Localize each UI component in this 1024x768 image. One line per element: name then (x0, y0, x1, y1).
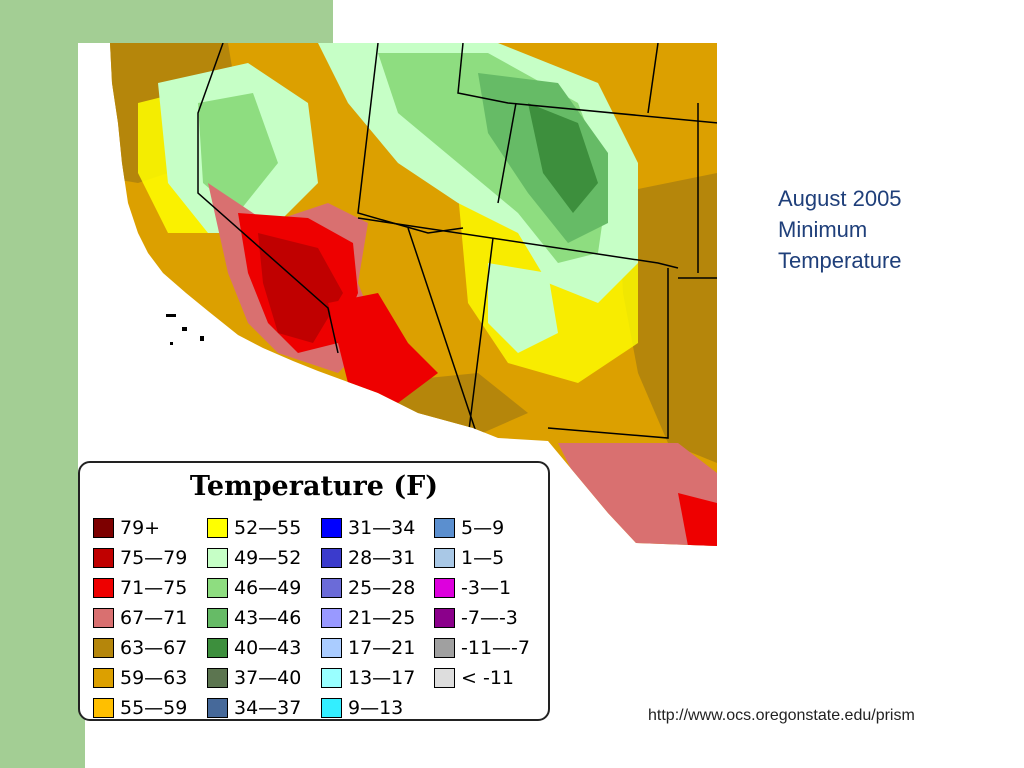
legend-label: 75—79 (120, 547, 188, 569)
legend-label: 13—17 (348, 667, 416, 689)
legend-item: 34—37 (207, 693, 301, 723)
legend-label: < -11 (461, 667, 514, 689)
map-image (110, 43, 717, 546)
legend-item: 40—43 (207, 633, 301, 663)
caption-line-1: August 2005 (778, 186, 902, 211)
legend-label: 5—9 (461, 517, 505, 539)
legend-label: 37—40 (234, 667, 302, 689)
caption-line-2: Minimum (778, 217, 868, 242)
legend-item: 55—59 (93, 693, 187, 723)
legend-swatch (207, 608, 228, 628)
legend-label: 31—34 (348, 517, 416, 539)
legend-swatch (93, 518, 114, 538)
legend-label: 63—67 (120, 637, 188, 659)
legend-item: 21—25 (321, 603, 415, 633)
legend-swatch (93, 698, 114, 718)
legend-item: < -11 (434, 663, 530, 693)
legend-swatch (434, 548, 455, 568)
legend-swatch (321, 548, 342, 568)
legend-label: -7—-3 (461, 607, 518, 629)
legend-label: 55—59 (120, 697, 188, 719)
temperature-map (78, 43, 717, 546)
legend-label: 67—71 (120, 607, 188, 629)
legend-swatch (434, 518, 455, 538)
legend-column-4: 5—9 1—5 -3—1 -7—-3 -11—-7 < -11 (434, 513, 530, 693)
temperature-legend: Temperature (F) 79+ 75—79 71—75 67—71 63—67 5… (78, 461, 550, 721)
legend-column-2: 52—55 49—52 46—49 43—46 40—43 37—40 34—37 (207, 513, 301, 723)
legend-label: -3—1 (461, 577, 512, 599)
legend-swatch (93, 548, 114, 568)
legend-item: 25—28 (321, 573, 415, 603)
legend-swatch (93, 668, 114, 688)
legend-swatch (93, 638, 114, 658)
legend-label: -11—-7 (461, 637, 530, 659)
legend-column-1: 79+ 75—79 71—75 67—71 63—67 59—63 55—59 (93, 513, 187, 723)
legend-item: 75—79 (93, 543, 187, 573)
legend-label: 1—5 (461, 547, 505, 569)
legend-label: 34—37 (234, 697, 302, 719)
legend-item: 67—71 (93, 603, 187, 633)
legend-label: 40—43 (234, 637, 302, 659)
legend-swatch (434, 638, 455, 658)
legend-label: 59—63 (120, 667, 188, 689)
legend-item: 17—21 (321, 633, 415, 663)
legend-item: 49—52 (207, 543, 301, 573)
map-caption: August 2005 Minimum Temperature (778, 183, 998, 276)
legend-swatch (207, 638, 228, 658)
legend-item: 13—17 (321, 663, 415, 693)
legend-item: 59—63 (93, 663, 187, 693)
legend-item: 63—67 (93, 633, 187, 663)
legend-label: 28—31 (348, 547, 416, 569)
legend-item: 9—13 (321, 693, 415, 723)
legend-swatch (93, 578, 114, 598)
legend-item: 79+ (93, 513, 187, 543)
legend-swatch (321, 608, 342, 628)
legend-swatch (207, 578, 228, 598)
legend-label: 49—52 (234, 547, 302, 569)
legend-swatch (321, 668, 342, 688)
legend-item: -7—-3 (434, 603, 530, 633)
legend-item: 46—49 (207, 573, 301, 603)
legend-column-3: 31—34 28—31 25—28 21—25 17—21 13—17 9—13 (321, 513, 415, 723)
legend-item: 52—55 (207, 513, 301, 543)
legend-swatch (321, 698, 342, 718)
legend-item: -3—1 (434, 573, 530, 603)
legend-swatch (207, 668, 228, 688)
legend-swatch (321, 578, 342, 598)
legend-swatch (93, 608, 114, 628)
legend-label: 17—21 (348, 637, 416, 659)
legend-swatch (321, 638, 342, 658)
legend-swatch (207, 518, 228, 538)
legend-label: 21—25 (348, 607, 416, 629)
legend-swatch (207, 698, 228, 718)
decorative-green-bar-left (0, 0, 85, 768)
legend-label: 9—13 (348, 697, 404, 719)
legend-item: 1—5 (434, 543, 530, 573)
legend-item: 43—46 (207, 603, 301, 633)
legend-swatch (321, 518, 342, 538)
legend-item: 5—9 (434, 513, 530, 543)
legend-label: 46—49 (234, 577, 302, 599)
caption-line-3: Temperature (778, 248, 902, 273)
legend-swatch (207, 548, 228, 568)
source-url[interactable]: http://www.ocs.oregonstate.edu/prism (648, 707, 915, 724)
legend-label: 25—28 (348, 577, 416, 599)
legend-label: 71—75 (120, 577, 188, 599)
legend-swatch (434, 608, 455, 628)
legend-swatch (434, 668, 455, 688)
legend-label: 43—46 (234, 607, 302, 629)
legend-item: 28—31 (321, 543, 415, 573)
legend-label: 52—55 (234, 517, 302, 539)
legend-item: -11—-7 (434, 633, 530, 663)
legend-item: 71—75 (93, 573, 187, 603)
legend-label: 79+ (120, 517, 161, 539)
legend-swatch (434, 578, 455, 598)
legend-item: 37—40 (207, 663, 301, 693)
legend-item: 31—34 (321, 513, 415, 543)
legend-title: Temperature (F) (189, 471, 439, 502)
island-marks (166, 314, 204, 345)
